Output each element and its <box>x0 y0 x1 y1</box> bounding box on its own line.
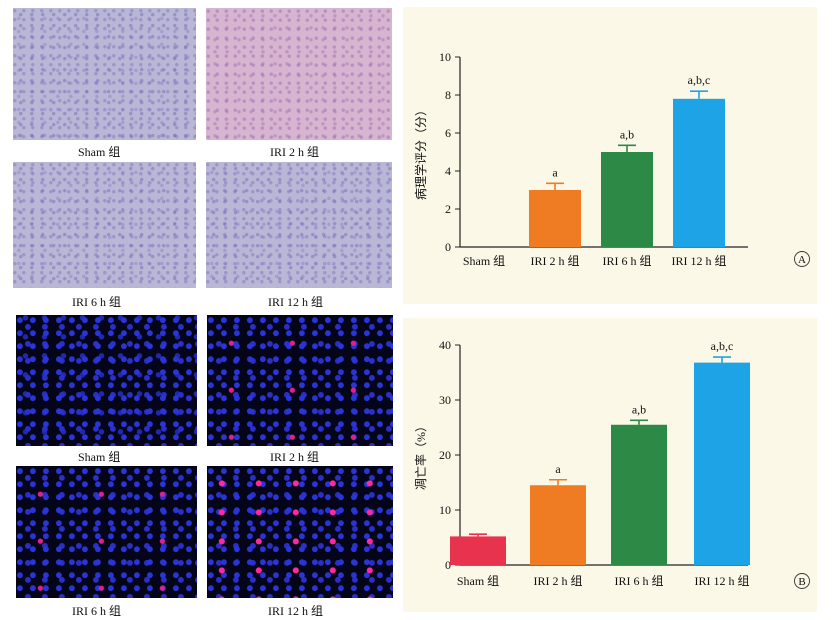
chart-panel-a: 0 2 4 6 8 10 病理学评分（分） Sham 组 a IRI 2 h 组 a,b IRI 6 … <box>403 7 817 304</box>
panel-label: B <box>798 576 805 588</box>
bar <box>694 362 750 565</box>
caption-fl-iri6h: IRI 6 h 组 <box>72 604 121 618</box>
x-tick-label: Sham 组 <box>463 254 505 268</box>
y-tick-label: 0 <box>445 240 451 254</box>
y-tick-label: 8 <box>445 88 451 102</box>
caption-fl-sham: Sham 组 <box>78 450 121 464</box>
significance-label: a <box>555 462 561 476</box>
caption-he-iri12h: IRI 12 h 组 <box>268 295 323 309</box>
chart-panel-b: 0 10 20 30 40 凋亡率（%） Sham 组 a IRI 2 h 组 a,b IRI 6 … <box>403 318 817 612</box>
micrograph-he-iri6h <box>13 162 196 288</box>
x-tick-label: IRI 6 h 组 <box>615 574 664 588</box>
bar <box>529 190 581 247</box>
micrograph-he-sham <box>13 8 196 140</box>
bar <box>601 152 653 247</box>
y-tick-label: 40 <box>439 338 451 352</box>
y-tick-label: 10 <box>439 50 451 64</box>
caption-he-iri6h: IRI 6 h 组 <box>72 295 121 309</box>
micrograph-fl-iri2h <box>207 315 393 446</box>
y-axis-label: 凋亡率（%） <box>413 420 428 490</box>
y-tick-label: 0 <box>445 558 451 572</box>
micrograph-he-iri2h <box>206 8 392 140</box>
y-tick-label: 20 <box>439 448 451 462</box>
significance-label: a,b,c <box>711 339 734 353</box>
x-tick-label: IRI 2 h 组 <box>534 574 583 588</box>
bar <box>530 485 586 565</box>
micrograph-fl-iri6h <box>16 466 197 598</box>
bar <box>450 536 506 565</box>
significance-label: a,b,c <box>688 73 711 87</box>
caption-fl-iri2h: IRI 2 h 组 <box>270 450 319 464</box>
y-tick-label: 2 <box>445 202 451 216</box>
y-tick-label: 4 <box>445 164 451 178</box>
chart-a: 0 2 4 6 8 10 病理学评分（分） Sham 组 a IRI 2 h 组 a,b IRI 6 … <box>413 50 810 268</box>
caption-he-sham: Sham 组 <box>78 145 121 159</box>
caption-he-iri2h: IRI 2 h 组 <box>270 145 319 159</box>
x-tick-label: Sham 组 <box>457 574 499 588</box>
bar <box>673 98 725 247</box>
y-tick-label: 10 <box>439 503 451 517</box>
panel-label-circle <box>794 251 810 267</box>
x-tick-label: IRI 12 h 组 <box>695 574 750 588</box>
significance-label: a <box>552 165 558 179</box>
x-tick-label: IRI 2 h 组 <box>531 254 580 268</box>
significance-label: a,b <box>620 127 634 141</box>
panel-label: A <box>798 254 806 266</box>
panel-label-circle <box>794 573 810 589</box>
bar <box>611 424 667 565</box>
x-tick-label: IRI 12 h 组 <box>672 254 727 268</box>
chart-b: 0 10 20 30 40 凋亡率（%） Sham 组 a IRI 2 h 组 a,b IRI 6 … <box>413 338 810 589</box>
y-axis-label: 病理学评分（分） <box>413 104 428 200</box>
x-tick-label: IRI 6 h 组 <box>603 254 652 268</box>
micrograph-fl-sham <box>16 315 197 446</box>
y-tick-label: 6 <box>445 126 451 140</box>
significance-label: a,b <box>632 402 646 416</box>
micrograph-fl-iri12h <box>207 466 393 598</box>
micrograph-he-iri12h <box>206 162 392 288</box>
caption-fl-iri12h: IRI 12 h 组 <box>268 604 323 618</box>
y-tick-label: 30 <box>439 393 451 407</box>
